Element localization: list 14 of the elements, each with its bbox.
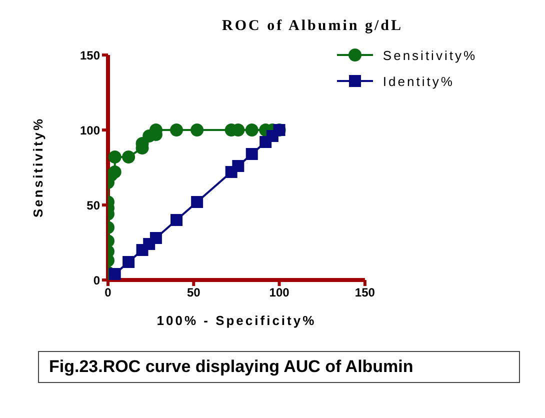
- legend-label: Identity%: [382, 74, 454, 88]
- y-tick-label: 50: [86, 198, 100, 212]
- x-axis-title: 100% - Specificity%: [156, 313, 316, 328]
- legend-label: Sensitivity%: [382, 48, 477, 62]
- y-tick-label: 0: [93, 273, 100, 288]
- x-tick-label: 100: [269, 286, 290, 300]
- y-axis-title: Sensitivity%: [30, 116, 46, 218]
- x-tick-label: 50: [186, 286, 201, 300]
- y-tick-label: 150: [80, 48, 100, 62]
- caption: Fig.23.ROC curve displaying AUC of Albumin: [38, 351, 520, 383]
- chart-title: ROC of Albumin g/dL: [221, 18, 404, 35]
- x-tick-label: 150: [354, 286, 376, 300]
- x-tick-label: 0: [104, 286, 112, 300]
- y-tick-label: 100: [80, 123, 100, 138]
